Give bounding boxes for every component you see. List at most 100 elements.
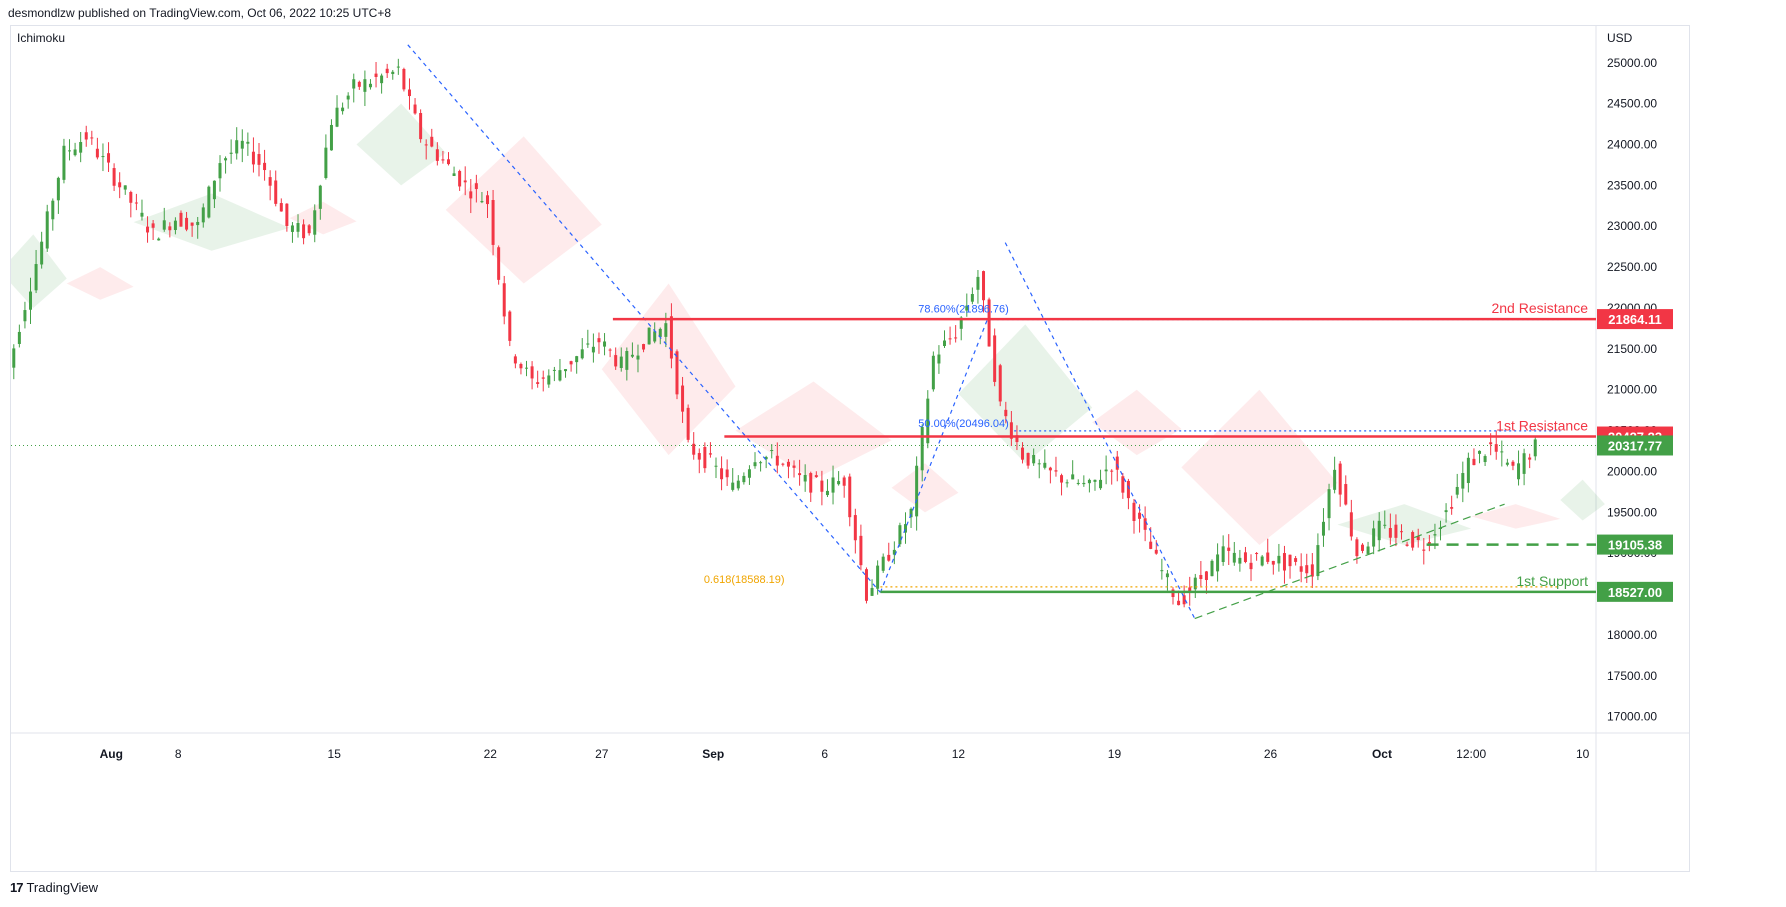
candle-body [1266,552,1270,562]
candle-body [781,463,785,465]
candle-body [1522,453,1526,474]
candle-body [45,211,49,249]
candle-body [1450,507,1454,509]
candle-body [1054,470,1058,472]
trend-line [879,319,988,593]
time-tick-label: 27 [595,747,609,761]
ichimoku-cloud [11,103,1605,546]
level-name-label: 2nd Resistance [1491,300,1588,316]
candle-body [151,223,155,228]
candle-body [62,145,66,180]
candle-body [1338,463,1342,495]
candle-body [1416,536,1420,541]
candle-body [168,226,172,231]
time-tick-label: 15 [328,747,342,761]
candle-body [40,241,44,265]
candle-body [1321,521,1325,536]
candle-body [419,113,423,140]
candle-body [664,323,668,337]
candle-body [402,68,406,90]
candle-body [486,195,490,205]
candle-body [1238,557,1242,564]
candle-body [458,170,462,187]
candle-body [1344,484,1348,505]
chart-frame[interactable]: Ichimoku USD 25000.00 24500.00 24000.00 23500… [10,25,1690,872]
candle-body [112,168,116,186]
candle-body [1433,534,1437,536]
candle-body [1037,463,1041,465]
candle-body [1076,482,1080,484]
candle-body [1171,589,1175,598]
time-tick-label: 22 [484,747,498,761]
candle-body [502,283,506,317]
price-tick-label: 23500.00 [1607,178,1657,192]
candle-body [235,140,239,154]
candle-body [34,264,38,291]
candle-body [575,356,579,363]
candle-body [435,149,439,161]
candle-body [469,191,473,199]
level-price-badge: 21864.11 [1608,312,1662,327]
publish-header: desmondlzw published on TradingView.com,… [8,6,392,20]
cloud-segment [601,283,736,456]
candle-body [1132,502,1136,521]
candle-body [853,515,857,541]
candle-body [1388,528,1392,538]
candle-body [157,238,161,241]
candle-body [279,203,283,212]
candle-body [224,158,228,161]
price-tick-label: 23000.00 [1607,219,1657,233]
candle-body [915,465,919,517]
candle-body [614,355,618,367]
candle-body [881,556,885,571]
candle-body [118,182,122,188]
time-tick-label: Sep [702,747,724,761]
candle-body [1009,422,1013,439]
candle-body [134,202,138,204]
price-tick-label: 24500.00 [1607,97,1657,111]
candle-body [491,200,495,245]
candle-body [937,354,941,364]
candle-body [229,152,233,154]
candle-body [1115,456,1119,470]
candle-body [1333,469,1337,490]
candle-body [1422,549,1426,551]
time-tick-label: 12 [952,747,966,761]
candle-body [920,426,924,471]
candle-body [541,377,545,379]
candle-body [619,356,623,368]
candle-body [1411,532,1415,548]
candle-body [307,225,311,234]
price-tick-label: 25000.00 [1607,56,1657,70]
candle-body [948,338,952,340]
candle-body [363,79,367,92]
candle-body [931,355,935,390]
candle-body [692,443,696,455]
candle-body [1165,573,1169,578]
candle-body [903,524,907,533]
candle-body [636,355,640,360]
candle-body [1294,558,1298,562]
candle-body [993,335,997,382]
candle-body [675,351,679,395]
candle-body [1260,556,1264,566]
fib-level-label: 50.00%(20496.04) [918,418,1009,430]
candle-body [1299,566,1303,572]
candle-body [101,156,105,158]
candle-body [775,455,779,466]
price-tick-label: 20000.00 [1607,464,1657,478]
candle-body [1210,560,1214,577]
candle-body [391,71,395,75]
candle-body [84,132,88,140]
price-chart[interactable]: Ichimoku USD 25000.00 24500.00 24000.00 23500… [11,26,1689,871]
candle-body [1004,409,1008,417]
tradingview-logo[interactable]: 17 TradingView [10,880,98,895]
candle-body [446,159,450,165]
candle-body [1472,458,1476,466]
candle-body [123,185,127,190]
candle-body [1355,539,1359,557]
time-tick-label: Aug [100,747,123,761]
candle-body [140,212,144,217]
candle-body [162,220,166,230]
level-name-label: 1st Resistance [1496,418,1588,434]
